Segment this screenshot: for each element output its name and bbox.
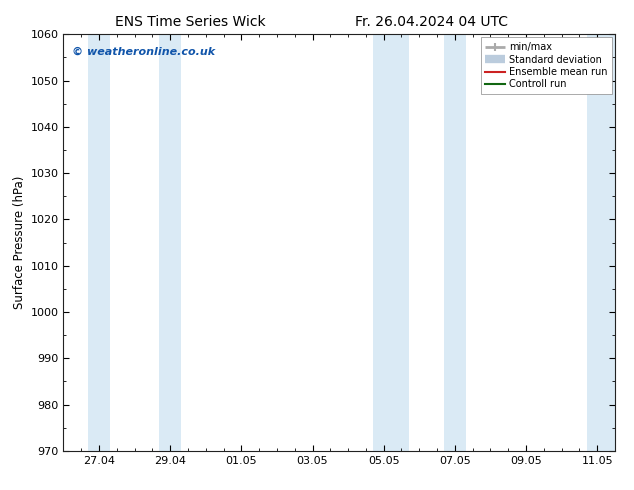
Legend: min/max, Standard deviation, Ensemble mean run, Controll run: min/max, Standard deviation, Ensemble me… [481, 37, 612, 94]
Bar [160, 34, 181, 451]
Text: Fr. 26.04.2024 04 UTC: Fr. 26.04.2024 04 UTC [354, 15, 508, 29]
Bar [586, 34, 615, 451]
Bar [88, 34, 110, 451]
Bar [444, 34, 465, 451]
Text: ENS Time Series Wick: ENS Time Series Wick [115, 15, 266, 29]
Bar [373, 34, 408, 451]
Text: © weatheronline.co.uk: © weatheronline.co.uk [72, 47, 215, 57]
Y-axis label: Surface Pressure (hPa): Surface Pressure (hPa) [13, 176, 26, 309]
